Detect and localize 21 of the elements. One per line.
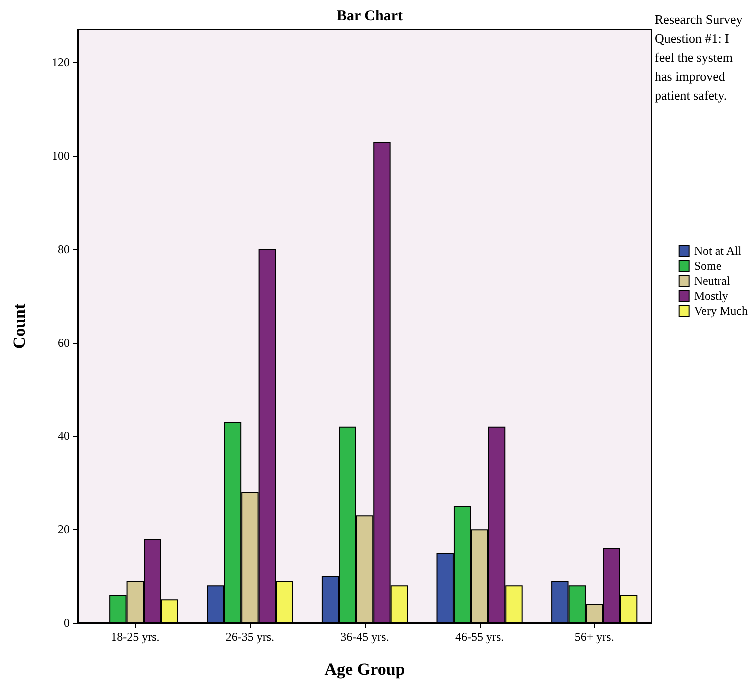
x-axis-title: Age Group xyxy=(324,660,406,679)
chart-title: Bar Chart xyxy=(337,8,403,24)
y-tick-label: 20 xyxy=(58,522,70,537)
legend-label: Mostly xyxy=(694,289,728,303)
x-tick-label: 18-25 yrs. xyxy=(111,630,160,644)
x-tick-label: 46-55 yrs. xyxy=(455,630,504,644)
y-axis-title: Count xyxy=(10,303,29,350)
legend-title: Research Survey Question #1: I feel the system has improved patient safety. xyxy=(655,12,746,103)
y-tick-label: 80 xyxy=(58,242,70,256)
legend-label: Some xyxy=(694,259,722,273)
y-tick-label: 120 xyxy=(52,56,70,70)
x-tick-label: 26-35 yrs. xyxy=(226,630,275,644)
legend-label: Neutral xyxy=(694,274,731,288)
legend-label: Very Much xyxy=(694,304,748,318)
y-tick-label: 0 xyxy=(64,616,70,630)
x-tick-label: 56+ yrs. xyxy=(574,630,614,644)
y-tick-label: 40 xyxy=(58,429,70,444)
x-tick-label: 36-45 yrs. xyxy=(340,630,390,644)
y-tick-label: 100 xyxy=(52,149,70,164)
legend-label: Not at All xyxy=(694,244,742,258)
y-tick-label: 60 xyxy=(58,336,70,350)
